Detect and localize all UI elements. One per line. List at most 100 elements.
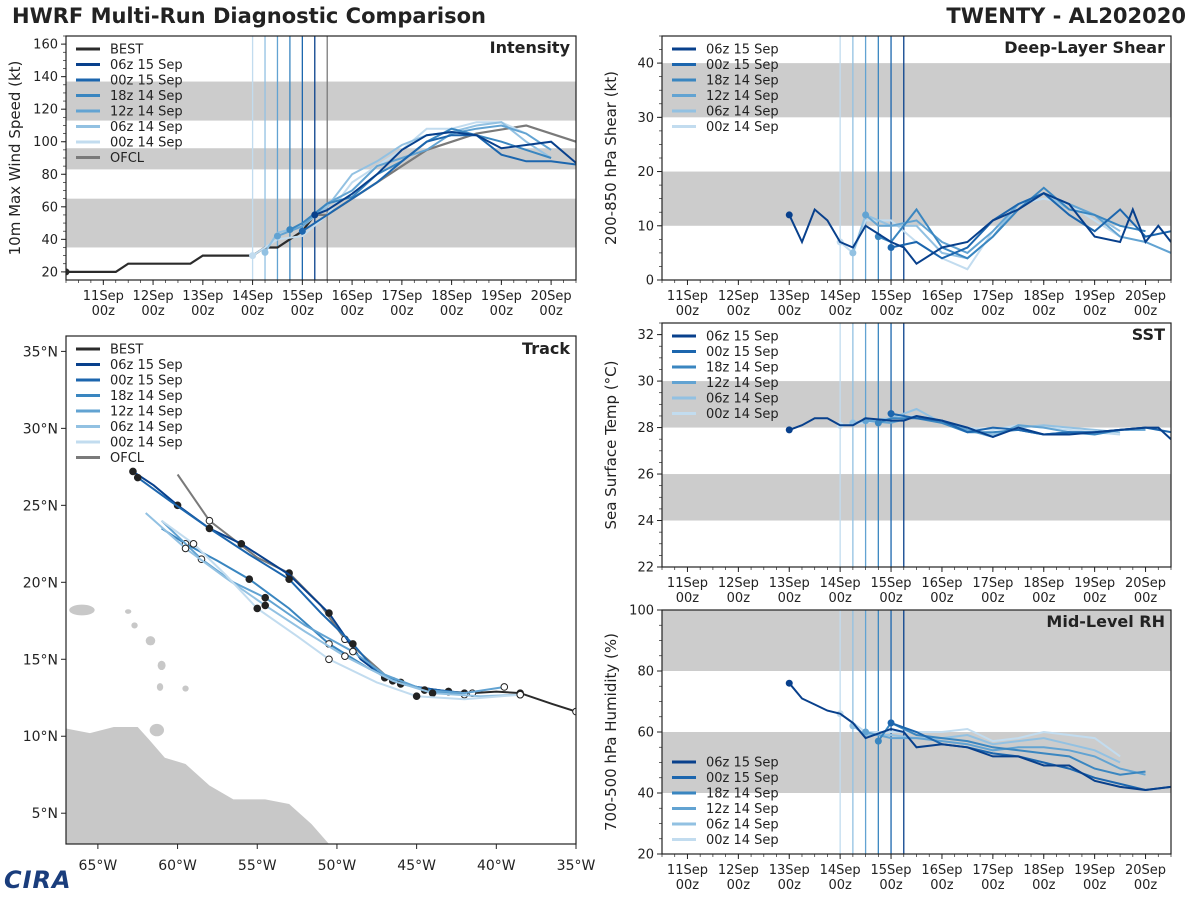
rh-xtick-hour: 00z bbox=[1032, 878, 1056, 893]
track-legend-label-12z-14-sep: 12z 14 Sep bbox=[110, 405, 183, 420]
intensity-band-1 bbox=[66, 148, 576, 170]
island-1 bbox=[145, 636, 156, 646]
shear-xtick-day: 17Sep bbox=[972, 289, 1013, 304]
track-ytick-label: 35°N bbox=[23, 344, 58, 360]
intensity-xtick-day: 14Sep bbox=[232, 289, 273, 304]
intensity-ytick-label: 160 bbox=[33, 38, 58, 53]
shear-series-group bbox=[785, 186, 1171, 271]
track-ytick-label: 15°N bbox=[23, 652, 58, 668]
track-legend-label-00z-15-sep: 00z 15 Sep bbox=[110, 374, 183, 389]
shear-series-06z-15-sep bbox=[788, 192, 1171, 266]
intensity-series-group bbox=[66, 121, 576, 276]
rh-xtick-hour: 00z bbox=[1134, 878, 1158, 893]
rh-legend-label-00z-15-sep: 00z 15 Sep bbox=[706, 771, 779, 786]
intensity-band-2 bbox=[66, 81, 576, 121]
rh-xtick-hour: 00z bbox=[1083, 878, 1107, 893]
intensity-legend-label-06z-14-sep: 06z 14 Sep bbox=[110, 120, 183, 135]
shear-legend-label-06z-14-sep: 06z 14 Sep bbox=[706, 105, 779, 120]
rh-xtick-day: 13Sep bbox=[769, 863, 810, 878]
shear-xtick-day: 12Sep bbox=[718, 289, 759, 304]
intensity-xtick-day: 15Sep bbox=[282, 289, 323, 304]
track-point-12z-14-sep bbox=[261, 593, 270, 602]
intensity-legend-label-06z-15-sep: 06z 15 Sep bbox=[110, 58, 183, 73]
rh-series-18z-14-sep bbox=[877, 721, 1146, 776]
rh-legend-label-06z-15-sep: 06z 15 Sep bbox=[706, 756, 779, 771]
rh-ytick-label: 80 bbox=[637, 665, 654, 680]
rh-init-marker-00z-15-sep bbox=[887, 719, 895, 727]
rh-ytick-label: 60 bbox=[637, 726, 654, 741]
sst-title: SST bbox=[1132, 325, 1165, 344]
island-6 bbox=[131, 622, 138, 629]
track-series-18z-14-sep bbox=[161, 527, 465, 696]
intensity-xtick-day: 17Sep bbox=[381, 289, 422, 304]
island-2 bbox=[157, 660, 166, 671]
sst-xtick-day: 14Sep bbox=[820, 576, 861, 591]
shear-series-00z-15-sep bbox=[890, 192, 1171, 260]
rh-panel: 2040608010011Sep00z12Sep00z13Sep00z14Sep… bbox=[602, 604, 1172, 893]
rh-init-marker-06z-15-sep bbox=[785, 679, 793, 687]
track-point-12z-14-sep bbox=[349, 647, 357, 656]
track-series-group bbox=[129, 467, 576, 716]
shear-xtick-hour: 00z bbox=[778, 304, 802, 319]
cira-logo: CIRA bbox=[4, 866, 72, 894]
track-point-00z-15-sep bbox=[349, 640, 357, 648]
intensity-init-marker-06z-14-sep bbox=[261, 248, 269, 256]
rh-xtick-day: 18Sep bbox=[1023, 863, 1064, 878]
rh-xtick-hour: 00z bbox=[879, 878, 903, 893]
track-point-00z-14-sep bbox=[516, 690, 525, 699]
track-point-00z-15-sep bbox=[205, 524, 214, 533]
track-xtick-label: 50°W bbox=[318, 858, 357, 874]
track-ytick-label: 20°N bbox=[23, 575, 58, 591]
intensity-legend-label-00z-14-sep: 00z 14 Sep bbox=[110, 136, 183, 151]
track-legend-label-ofcl: OFCL bbox=[110, 451, 145, 466]
track-series-06z-14-sep bbox=[145, 512, 521, 698]
rh-xtick-hour: 00z bbox=[676, 878, 700, 893]
rh-xtick-day: 15Sep bbox=[871, 863, 912, 878]
rh-ytick-label: 40 bbox=[637, 787, 654, 802]
track-point-06z-15-sep bbox=[325, 609, 333, 617]
track-ytick-label: 10°N bbox=[23, 729, 58, 745]
intensity-xtick-hour: 00z bbox=[539, 304, 563, 319]
rh-series-00z-15-sep bbox=[890, 721, 1171, 792]
intensity-xtick-hour: 00z bbox=[141, 304, 165, 319]
island-5 bbox=[149, 723, 165, 737]
sst-ytick-label: 24 bbox=[637, 514, 654, 529]
rh-band-0 bbox=[662, 732, 1171, 793]
shear-xtick-hour: 00z bbox=[828, 304, 852, 319]
sst-xtick-day: 16Sep bbox=[921, 576, 962, 591]
rh-xtick-day: 17Sep bbox=[972, 863, 1013, 878]
sst-legend-label-18z-14-sep: 18z 14 Sep bbox=[706, 361, 779, 376]
sst-ytick-label: 22 bbox=[637, 561, 654, 576]
intensity-ytick-label: 20 bbox=[41, 265, 58, 280]
track-point-06z-14-sep bbox=[341, 652, 349, 660]
track-xtick-label: 60°W bbox=[158, 858, 197, 874]
rh-xtick-hour: 00z bbox=[828, 878, 852, 893]
sst-xtick-day: 17Sep bbox=[972, 576, 1013, 591]
sst-legend-label-06z-14-sep: 06z 14 Sep bbox=[706, 392, 779, 407]
track-title: Track bbox=[522, 339, 570, 358]
track-point-00z-14-sep bbox=[412, 692, 421, 701]
shear-xtick-day: 18Sep bbox=[1023, 289, 1064, 304]
intensity-init-marker-00z-14-sep bbox=[249, 252, 257, 260]
sst-xtick-day: 18Sep bbox=[1023, 576, 1064, 591]
intensity-ytick-label: 120 bbox=[33, 103, 58, 118]
intensity-legend-label-00z-15-sep: 00z 15 Sep bbox=[110, 74, 183, 89]
track-point-06z-14-sep bbox=[261, 601, 270, 610]
shear-xtick-hour: 00z bbox=[1134, 304, 1158, 319]
intensity-xtick-day: 18Sep bbox=[431, 289, 472, 304]
shear-ytick-label: 0 bbox=[646, 274, 654, 289]
rh-xtick-hour: 00z bbox=[727, 878, 751, 893]
sst-init-marker-00z-15-sep bbox=[887, 410, 895, 418]
shear-legend-label-06z-15-sep: 06z 15 Sep bbox=[706, 43, 779, 58]
sst-panel: 22242628303211Sep00z12Sep00z13Sep00z14Se… bbox=[602, 322, 1172, 606]
rh-xtick-day: 11Sep bbox=[667, 863, 708, 878]
track-legend-label-00z-14-sep: 00z 14 Sep bbox=[110, 436, 183, 451]
intensity-ytick-label: 60 bbox=[41, 200, 58, 215]
track-xtick-label: 55°W bbox=[238, 858, 277, 874]
sst-xtick-day: 19Sep bbox=[1074, 576, 1115, 591]
sst-xtick-hour: 00z bbox=[930, 591, 954, 606]
intensity-init-marker-00z-15-sep bbox=[298, 227, 306, 235]
rh-legend-label-00z-14-sep: 00z 14 Sep bbox=[706, 833, 779, 848]
